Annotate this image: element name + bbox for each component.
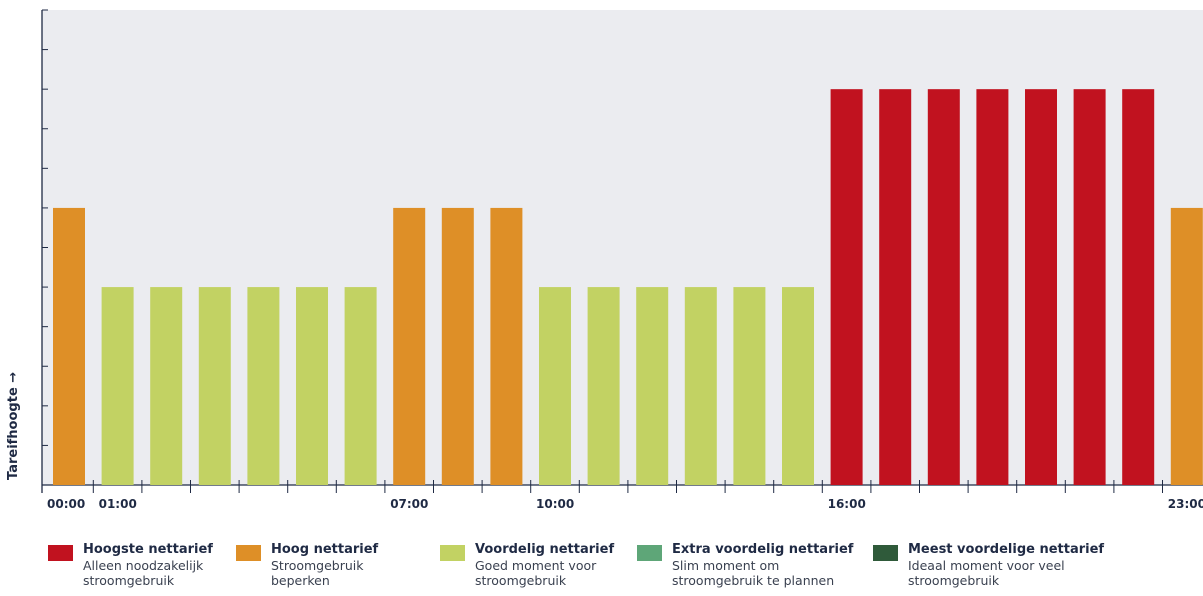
bar-10:00 xyxy=(539,287,571,485)
x-tick-label-23:00: 23:00 xyxy=(1168,497,1203,511)
bar-15:00 xyxy=(782,287,814,485)
bar-09:00 xyxy=(490,207,523,485)
x-tick-label-07:00: 07:00 xyxy=(390,497,428,511)
legend-swatch-meest-voordelig xyxy=(873,545,898,561)
plot-area xyxy=(42,10,1203,485)
legend-desc: Ideaal moment voor veel stroomgebruik xyxy=(908,558,1065,588)
bar-06:00 xyxy=(344,287,377,485)
x-tick-label-01:00: 01:00 xyxy=(99,497,137,511)
legend-title: Hoog nettarief xyxy=(271,542,379,557)
chart-svg: 00:00 01:00 07:00 10:00 16:00 23:00 xyxy=(41,9,1203,511)
legend-swatch-hoogste xyxy=(48,545,73,561)
bar-20:00 xyxy=(1025,89,1057,486)
bar-17:00 xyxy=(879,89,912,486)
bar-16:00 xyxy=(830,89,863,486)
bar-18:00 xyxy=(927,89,960,486)
x-tick-label-16:00: 16:00 xyxy=(828,497,866,511)
bar-21:00 xyxy=(1073,89,1106,486)
y-axis-label: Tareifhoogte → xyxy=(6,371,21,480)
bar-08:00 xyxy=(441,207,474,485)
bar-01:00 xyxy=(101,287,134,485)
legend-title: Meest voordelige nettarief xyxy=(908,542,1105,557)
bar-14:00 xyxy=(733,287,766,485)
bar-02:00 xyxy=(150,287,183,485)
bar-19:00 xyxy=(976,89,1009,486)
legend-desc: Goed moment voor stroomgebruik xyxy=(475,558,597,588)
bar-07:00 xyxy=(393,207,426,485)
bar-13:00 xyxy=(684,287,717,485)
legend-swatch-extra-voordelig xyxy=(637,545,662,561)
bar-05:00 xyxy=(296,287,328,485)
bar-23:00 xyxy=(1170,207,1203,485)
bar-12:00 xyxy=(636,287,669,485)
legend-title: Voordelig nettarief xyxy=(475,542,615,557)
legend-swatch-voordelig xyxy=(440,545,465,561)
bar-04:00 xyxy=(247,287,280,485)
legend-title: Hoogste nettarief xyxy=(83,542,213,557)
tariff-bar-chart: 00:00 01:00 07:00 10:00 16:00 23:00 Tareifhoo… xyxy=(6,9,1203,511)
bar-22:00 xyxy=(1122,89,1155,486)
legend-desc: Alleen noodzakelijk stroomgebruik xyxy=(83,558,204,588)
legend-desc: Stroomgebruik beperken xyxy=(271,558,364,588)
legend-desc: Slim moment om stroomgebruik te plannen xyxy=(672,558,835,588)
bar-00:00 xyxy=(53,207,85,485)
legend-swatch-hoog xyxy=(236,545,261,561)
x-tick-label-00:00: 00:00 xyxy=(47,497,85,511)
legend-title: Extra voordelig nettarief xyxy=(672,542,854,557)
bar-11:00 xyxy=(587,287,620,485)
bar-03:00 xyxy=(198,287,231,485)
legend: Hoogste nettarief Alleen noodzakelijk st… xyxy=(0,542,1203,596)
x-tick-label-10:00: 10:00 xyxy=(536,497,574,511)
